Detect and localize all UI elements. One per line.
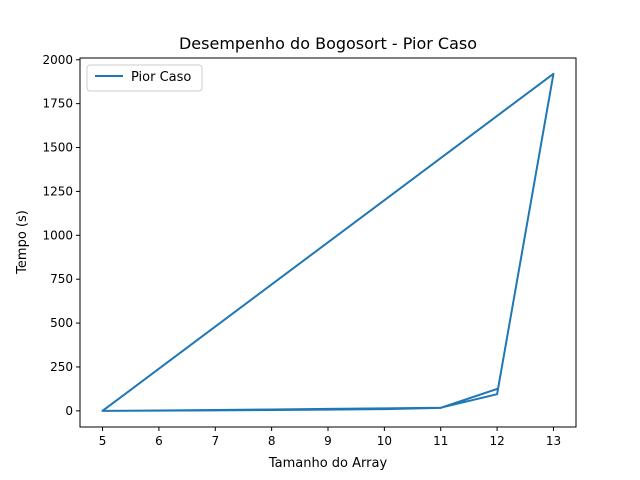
x-tick-label: 8: [268, 434, 276, 448]
plot-frame: [79, 57, 577, 428]
x-tick-label: 6: [155, 434, 163, 448]
series-line-pior-caso: [101, 72, 555, 412]
x-tick-label: 9: [324, 434, 332, 448]
y-axis-label: Tempo (s): [15, 210, 30, 275]
y-tick-label: 1750: [42, 97, 73, 111]
y-tick-label: 2000: [42, 53, 73, 67]
legend: Pior Caso: [86, 64, 203, 92]
y-tick-label: 1000: [42, 228, 73, 242]
x-tick-label: 12: [489, 434, 504, 448]
x-tick-label: 11: [433, 434, 448, 448]
x-axis-label: Tamanho do Array: [268, 456, 388, 471]
y-tick-label: 250: [50, 360, 73, 374]
y-tick-label: 750: [50, 272, 73, 286]
legend-label-pior-caso: Pior Caso: [131, 70, 191, 85]
y-tick-label: 0: [65, 404, 73, 418]
x-tick-label: 10: [377, 434, 392, 448]
y-tick-label: 1500: [42, 141, 73, 155]
x-tick-label: 13: [546, 434, 561, 448]
y-tick-label: 1250: [42, 184, 73, 198]
series-layer: [101, 72, 555, 412]
legend-box: [86, 64, 203, 92]
x-tick-label: 7: [211, 434, 219, 448]
y-tick-label: 500: [50, 316, 73, 330]
x-axis-ticks: 5 6 7 8 9 10 11 12 13: [99, 427, 561, 448]
chart-title: Desempenho do Bogosort - Pior Caso: [179, 34, 477, 53]
x-tick-label: 5: [99, 434, 107, 448]
y-axis-ticks: 0 250 500 750 1000 1250 1500 1750 2000: [42, 53, 80, 418]
